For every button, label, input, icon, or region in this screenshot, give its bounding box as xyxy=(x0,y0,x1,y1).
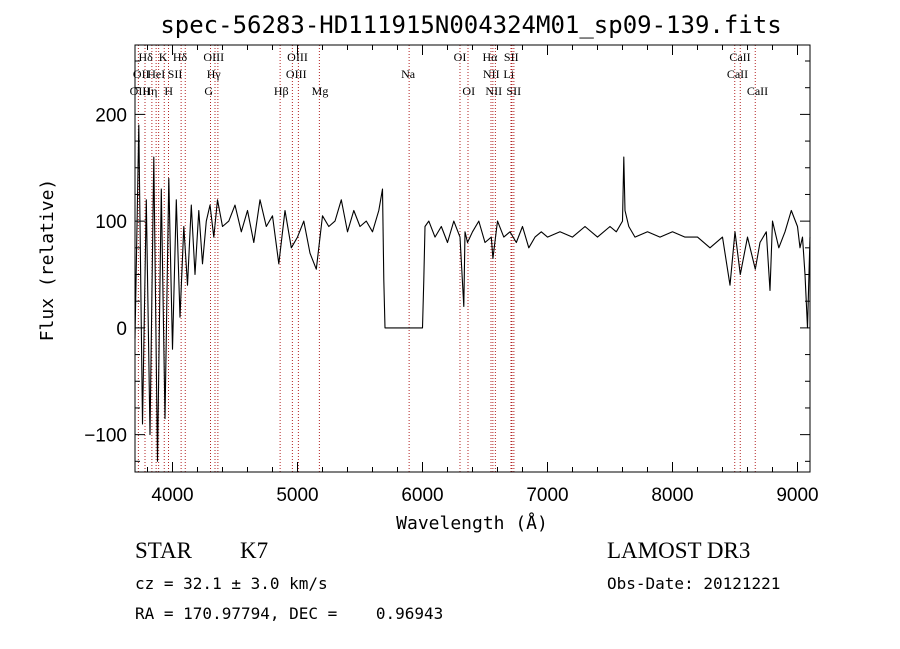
line-label-1: K xyxy=(159,50,168,64)
coordinates: RA = 170.97794, DEC = 0.96943 xyxy=(135,604,444,623)
y-tick-label: 200 xyxy=(95,105,127,126)
line-label-21: G xyxy=(204,84,213,98)
line-label-11: SII xyxy=(168,67,183,81)
line-label-27: CaII xyxy=(747,84,768,98)
object-subclass: K7 xyxy=(240,538,269,563)
y-axis-ticks: −100 0 100 200 xyxy=(84,60,810,462)
redshift-velocity: cz = 32.1 ± 3.0 km/s xyxy=(135,574,328,593)
y-axis-label: Flux (relative) xyxy=(37,179,58,342)
line-label-14: Na xyxy=(401,67,416,81)
line-label-0: Hδ xyxy=(138,50,153,64)
observation-date: Obs-Date: 20121221 xyxy=(607,574,781,593)
y-tick-label: −100 xyxy=(84,426,127,447)
line-label-24: OI xyxy=(462,84,475,98)
line-label-5: OI xyxy=(454,50,467,64)
x-axis-label: Wavelength (Å) xyxy=(396,512,548,534)
x-tick-label: 6000 xyxy=(401,485,443,506)
line-label-6: Hα xyxy=(483,50,499,64)
spectrum-line xyxy=(134,124,811,462)
line-label-26: SII xyxy=(506,84,521,98)
chart-title: spec-56283-HD111915N004324M01_sp09-139.f… xyxy=(160,11,781,39)
spectrum-series xyxy=(134,124,811,462)
line-label-7: SII xyxy=(504,50,519,64)
x-tick-label: 9000 xyxy=(776,485,818,506)
line-label-15: NII xyxy=(483,67,500,81)
survey-name: LAMOST DR3 xyxy=(607,538,751,563)
line-label-20: H xyxy=(164,84,173,98)
line-label-23: Mg xyxy=(312,84,329,98)
y-tick-label: 100 xyxy=(95,212,127,233)
line-label-19: Hη xyxy=(143,84,158,98)
line-label-10: HeI xyxy=(147,67,165,81)
plot-frame xyxy=(134,44,811,473)
line-label-25: NII xyxy=(485,84,502,98)
line-label-16: Li xyxy=(503,67,514,81)
line-label-3: OIII xyxy=(203,50,224,64)
object-class: STAR xyxy=(135,538,192,563)
line-label-12: Hγ xyxy=(207,67,222,81)
x-tick-label: 5000 xyxy=(276,485,318,506)
line-label-2: Hδ xyxy=(173,50,188,64)
x-tick-label: 7000 xyxy=(526,485,568,506)
x-axis-ticks: 4000 5000 6000 7000 8000 9000 xyxy=(147,45,819,506)
line-label-13: OIII xyxy=(286,67,307,81)
x-tick-label: 4000 xyxy=(151,485,193,506)
spectral-line-markers xyxy=(137,45,756,472)
y-tick-label: 0 xyxy=(116,319,127,340)
x-tick-label: 8000 xyxy=(651,485,693,506)
line-label-9: OII xyxy=(133,67,150,81)
line-label-4: OIII xyxy=(287,50,308,64)
line-label-17: CaII xyxy=(727,67,748,81)
line-label-22: Hβ xyxy=(274,84,289,98)
line-label-8: CaII xyxy=(729,50,750,64)
